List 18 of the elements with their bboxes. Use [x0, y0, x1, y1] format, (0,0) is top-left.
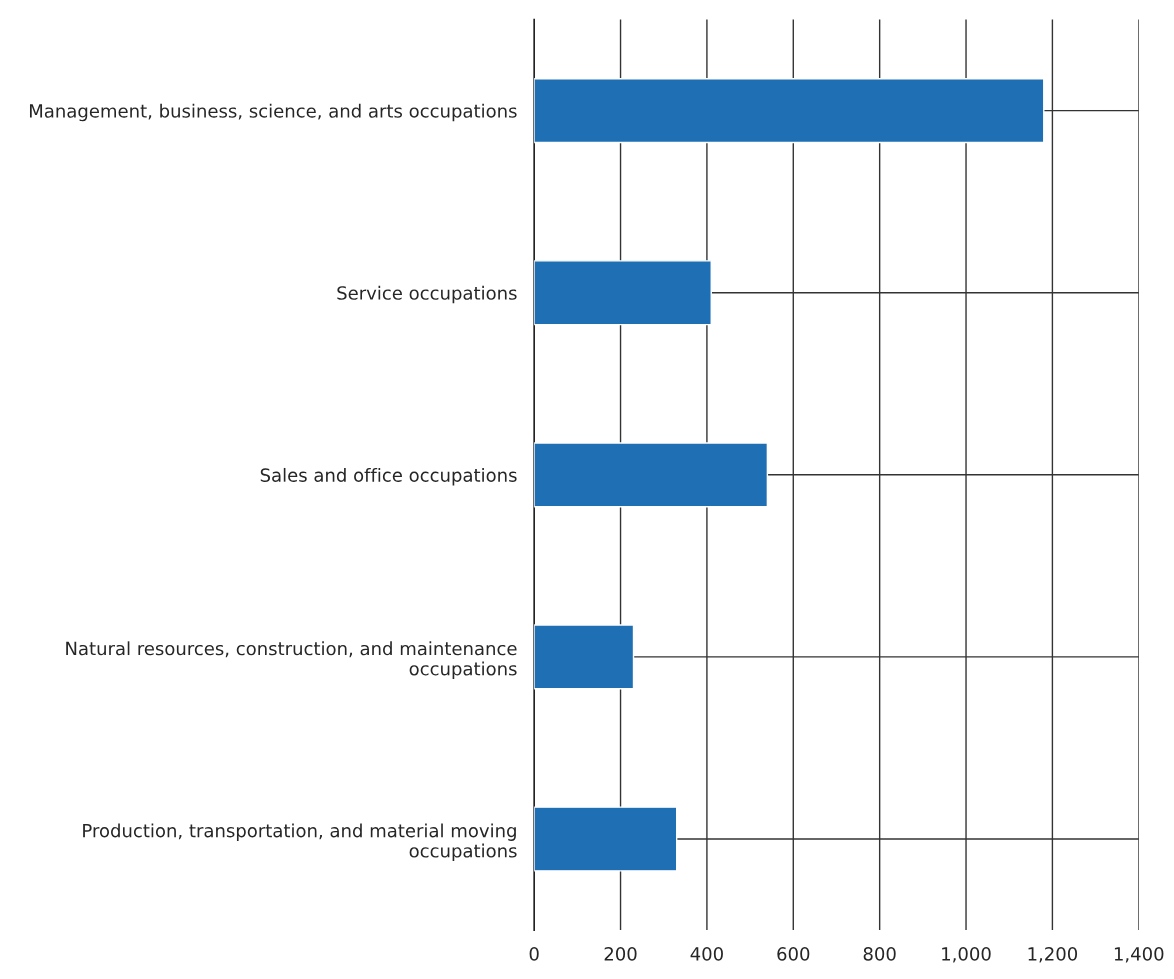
bar: [534, 624, 635, 690]
bar: [534, 260, 712, 326]
y-tick-label: Sales and office occupations: [260, 467, 517, 486]
y-tick-label: Service occupations: [337, 285, 517, 304]
x-tick-label: 0: [529, 947, 539, 961]
x-tick-label: 1,400: [1114, 947, 1164, 963]
bar: [534, 806, 678, 872]
x-tick-label: 200: [604, 947, 637, 961]
x-tick-label: 1,000: [942, 947, 991, 963]
x-tick-label: 600: [777, 947, 810, 961]
bar: [534, 442, 769, 508]
x-tick-label: 800: [863, 947, 896, 961]
y-tick-label: Natural resources, construction, and maintenance occupations: [66, 641, 517, 679]
y-tick-label: Production, transportation, and material moving occupations: [83, 823, 517, 862]
x-tick-label: 400: [690, 947, 723, 961]
x-tick-label: 1,200: [1028, 947, 1078, 963]
bar: [534, 78, 1045, 144]
y-tick-label: Management, business, science, and arts occupations: [29, 103, 517, 122]
